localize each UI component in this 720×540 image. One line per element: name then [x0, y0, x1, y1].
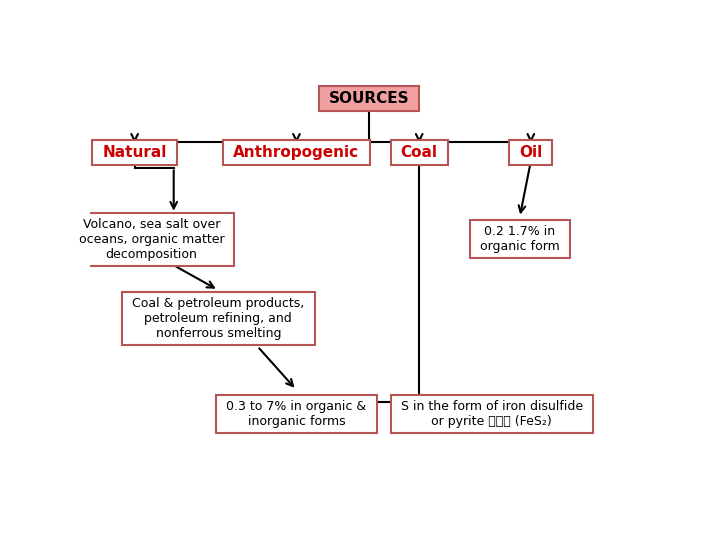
FancyBboxPatch shape	[223, 140, 369, 165]
FancyBboxPatch shape	[122, 292, 315, 345]
Text: Coal & petroleum products,
petroleum refining, and
nonferrous smelting: Coal & petroleum products, petroleum ref…	[132, 297, 305, 340]
FancyBboxPatch shape	[319, 85, 419, 111]
FancyBboxPatch shape	[216, 395, 377, 433]
Text: Coal: Coal	[401, 145, 438, 160]
Text: Oil: Oil	[519, 145, 542, 160]
Text: 0.3 to 7% in organic &
inorganic forms: 0.3 to 7% in organic & inorganic forms	[226, 400, 366, 428]
FancyBboxPatch shape	[391, 140, 448, 165]
FancyBboxPatch shape	[92, 140, 177, 165]
Text: SOURCES: SOURCES	[329, 91, 409, 105]
Text: Anthropogenic: Anthropogenic	[233, 145, 359, 160]
FancyBboxPatch shape	[391, 395, 593, 433]
Text: Natural: Natural	[102, 145, 167, 160]
Text: S in the form of iron disulfide
or pyrite 황철광 (FeS₂): S in the form of iron disulfide or pyrit…	[401, 400, 582, 428]
FancyBboxPatch shape	[68, 213, 234, 266]
FancyBboxPatch shape	[509, 140, 552, 165]
Text: Volcano, sea salt over
oceans, organic matter
decomposition: Volcano, sea salt over oceans, organic m…	[78, 218, 224, 261]
Text: 0.2 1.7% in
organic form: 0.2 1.7% in organic form	[480, 225, 559, 253]
FancyBboxPatch shape	[469, 220, 570, 259]
